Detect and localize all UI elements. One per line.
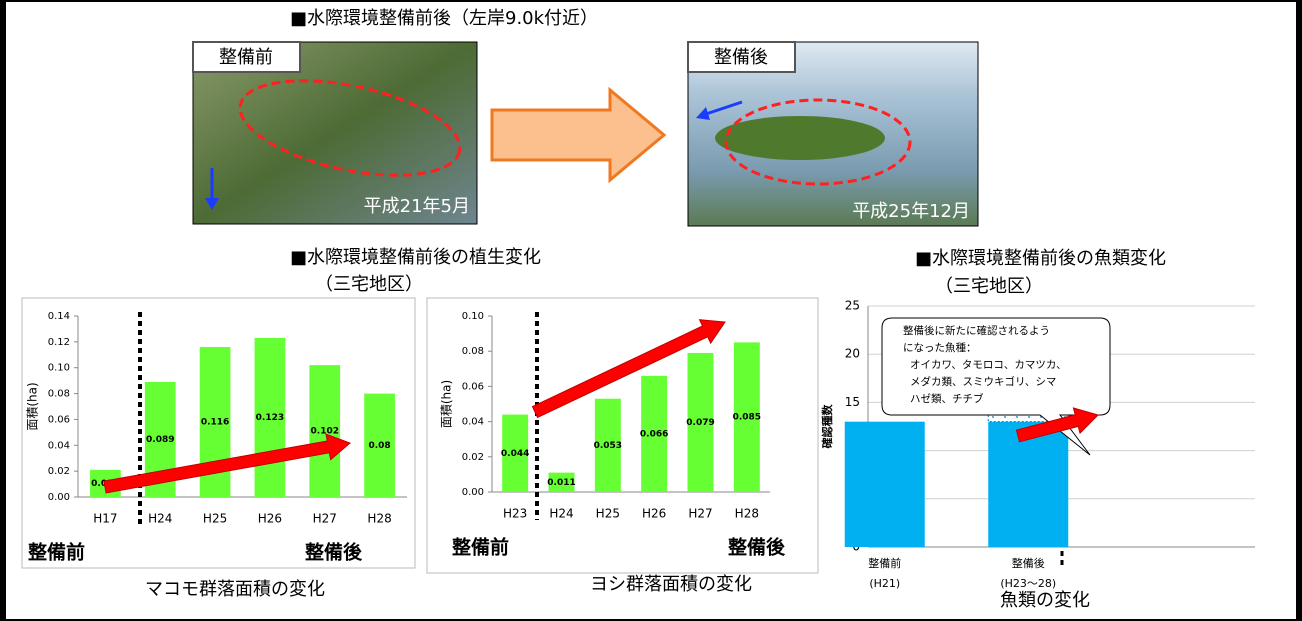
photo-label: 整備前 [219,47,273,68]
x-tick-label: H26 [258,512,282,526]
edge [2,2,6,619]
bar-segment [988,421,1069,547]
y-tick-label: 0.06 [462,381,484,392]
x-tick-label: H24 [549,507,573,521]
highlight [238,79,462,177]
section-subtitle: （三宅地区） [935,276,1043,297]
vegetation [715,116,885,160]
photo-caption: 平成25年12月 [852,201,970,222]
flow-arrow [705,100,743,116]
flow-arrow-head [696,107,710,120]
y-tick-label: 20 [845,347,860,361]
bar [733,342,760,492]
chart-title: マコモ群落面積の変化 [145,579,325,600]
callout-text: になった魚種： [903,341,977,354]
photo-label-box [687,41,796,73]
y-tick-label: 0.04 [48,440,70,451]
y-tick-label: 0.00 [462,487,484,498]
data-label: 0.079 [686,418,714,428]
data-label: 0.011 [547,478,575,488]
x-tick-note: (H21) [869,577,900,590]
callout-text: 整備後に新たに確認されるよう [903,324,1050,337]
data-label: 0.053 [594,441,622,451]
bar [502,414,529,492]
callout-text: オイカワ、タモロコ、カマツカ、 [910,359,1067,371]
photo-caption: 平成21年5月 [364,196,470,217]
x-tick-label: H28 [367,512,391,526]
y-axis-label: 面積(ha) [439,380,454,428]
bar [687,352,714,492]
x-tick-label: H27 [688,507,712,521]
trend-arrow [1015,407,1099,443]
y-tick-label: 0.06 [48,414,70,425]
x-tick-label: H23 [503,507,527,521]
data-label: 0.066 [640,429,668,439]
transition-arrow [490,86,667,184]
data-label: 0.085 [733,413,761,423]
y-tick-label: 0.14 [48,311,70,322]
y-tick-label: 0.08 [48,389,70,400]
x-tick-note: (H23〜28) [1000,577,1056,590]
bar [364,393,395,497]
chart-title: ヨシ群落面積の変化 [590,574,752,595]
bar [594,398,621,492]
section-subtitle: （三宅地区） [315,274,423,295]
section-title: ■水際環境整備前後の植生変化 [290,247,541,268]
bar [254,337,286,497]
x-tick-label: H25 [596,507,620,521]
y-axis-label: 確認種数 [820,404,834,449]
callout-text: メダカ類、スミウキゴリ、シマ [910,375,1056,388]
y-tick-label: 0.10 [48,363,70,374]
y-tick-label: 0.02 [462,452,484,463]
bar-segment [844,421,925,547]
bar [548,472,575,492]
annotation: 整備後 [305,541,363,564]
y-tick-label: 0.08 [462,346,484,357]
x-tick-label: 整備前 [868,556,901,570]
x-tick-label: H17 [93,512,117,526]
callout-text: ハゼ類、チチブ [910,392,984,405]
data-label: 0.102 [311,427,339,437]
y-tick-label: 0.00 [48,492,70,503]
y-tick-label: 0.02 [48,466,70,477]
x-tick-label: H27 [313,512,337,526]
annotation: 整備前 [28,541,85,564]
y-tick-label: 25 [845,299,860,313]
bar [309,365,341,497]
y-tick-label: 15 [845,395,860,409]
x-tick-label: H25 [203,512,227,526]
x-tick-label: H24 [148,512,172,526]
flow-arrow-head [205,198,219,210]
chart-frame [21,297,416,569]
annotation: 整備前 [452,536,509,559]
y-axis-label: 面積(ha) [25,382,40,430]
x-tick-label: 整備後 [1012,556,1045,570]
y-tick-label: 0.04 [462,417,484,428]
annotation: 整備後 [728,536,786,559]
x-tick-label: H28 [735,507,759,521]
highlight [724,98,912,186]
data-label: 0.08 [368,441,390,451]
photo-label-box [192,41,301,73]
page-title: ■水際環境整備前後（左岸9.0k付近） [290,8,598,29]
edge [1296,2,1300,619]
x-tick-label: H26 [642,507,666,521]
trend-arrow [531,319,726,419]
data-label: 0.044 [501,449,529,459]
photo-label: 整備後 [714,47,768,68]
data-label: 0.089 [146,435,174,445]
y-tick-label: 0.10 [462,311,484,322]
y-tick-label: 0.12 [48,337,70,348]
bar [641,375,668,492]
data-label: 0.123 [256,413,284,423]
chart-title: 魚類の変化 [1000,590,1090,611]
data-label: 0.116 [201,418,229,428]
trend-arrow [103,433,351,494]
chart-frame [426,297,819,574]
section-title: ■水際環境整備前後の魚類変化 [915,248,1166,269]
